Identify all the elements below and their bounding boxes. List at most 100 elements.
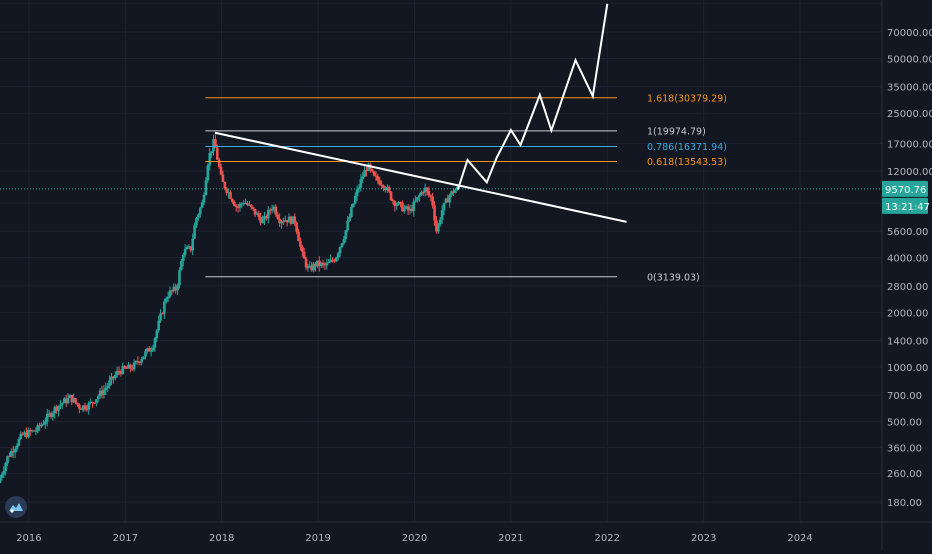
candle-body [248,204,251,206]
candle-body [187,246,191,248]
candle-body [429,195,433,197]
candle-body [397,202,400,205]
candle-body [384,187,387,191]
candle-body [123,366,126,368]
candle-body [319,262,323,266]
x-tick-label: 2016 [16,533,41,544]
candle-body [403,208,406,212]
candle-body [412,201,416,212]
fib-level-label: 1.618(30379.29) [647,93,727,104]
candle-body [361,176,365,180]
candle-body [227,192,230,194]
y-tick-label: 180.00 [887,498,922,509]
candle-body [157,320,161,331]
candle-body [17,438,21,446]
candle-body [302,251,306,259]
candle-body [336,253,340,258]
tradingview-logo-icon[interactable] [5,496,27,518]
candle-body [140,359,143,363]
candle-body [261,219,264,224]
candle-body [51,413,55,417]
candle-body [355,189,359,196]
candle-body [164,298,168,302]
candle-body [147,348,151,352]
candle-body [272,206,276,209]
candle-body [178,270,181,286]
candle-body [376,176,380,181]
candle-body [421,192,425,194]
candle-body [76,402,79,405]
candle-body [36,425,40,431]
candle-body [276,214,280,219]
countdown-badge [882,197,928,214]
candle-body [130,368,134,370]
candle-body [91,401,94,403]
candle-body [378,180,382,185]
candle-body [348,216,351,221]
candle-body [231,198,234,203]
y-tick-label: 50000.00 [887,55,932,66]
y-tick-label: 12000.00 [887,167,932,178]
candle-body [278,218,281,224]
candle-body [280,221,283,224]
candle-body [47,413,51,415]
candle-body [4,463,7,471]
candle-body [416,196,419,201]
candle-body [15,445,19,449]
candle-body [183,249,187,255]
candle-body [61,403,64,405]
candle-body [395,204,399,207]
fib-layer: 1.618(30379.29) 1(19974.79) 0.786(16371.94… [0,93,882,283]
candle-body [406,206,410,211]
projection-path [456,3,609,190]
candle-body [251,207,255,209]
candle-body [334,257,338,262]
candle-body [380,184,383,186]
candle-body [23,432,26,435]
candle-body [234,205,238,207]
candle-body [408,208,412,211]
candle-body [282,221,285,223]
candle-body [202,194,206,203]
candle-body [249,204,253,208]
last-price-badge [882,180,928,197]
candle-body [113,374,117,379]
candle-body [8,456,11,458]
candle-body [221,174,225,183]
candle-body [299,241,302,247]
candle-body [170,290,174,292]
candle-body [448,195,451,203]
candle-body [259,217,263,224]
fib-level-label: 0.618(13543.53) [647,157,727,168]
candle-body [40,424,43,427]
x-tick-label: 2020 [402,533,427,544]
candle-body [180,260,183,271]
candle-body [338,246,342,254]
candle-body [89,401,92,404]
candle-body [270,208,274,211]
candle-body [153,338,157,348]
countdown-label: 13:21:47 [885,202,930,213]
candle-body [108,380,111,386]
candle-body [297,231,300,242]
last-price-label: 9570.76 [885,185,926,196]
x-tick-label: 2017 [113,533,138,544]
candle-body [446,198,450,203]
candle-body [172,286,176,291]
candle-body [404,206,408,209]
candle-body [399,202,402,204]
candle-body [274,206,278,215]
candle-body [433,205,436,221]
candle-body [306,267,310,269]
candle-body [382,185,385,188]
candle-body [129,364,132,369]
candle-body [246,203,249,205]
y-tick-label: 35000.00 [887,83,932,94]
candle-body [350,207,353,217]
candle-body [238,203,242,208]
candle-body [333,260,336,262]
candle-body [295,222,298,232]
candle-body [357,187,361,190]
candle-body [210,151,213,154]
